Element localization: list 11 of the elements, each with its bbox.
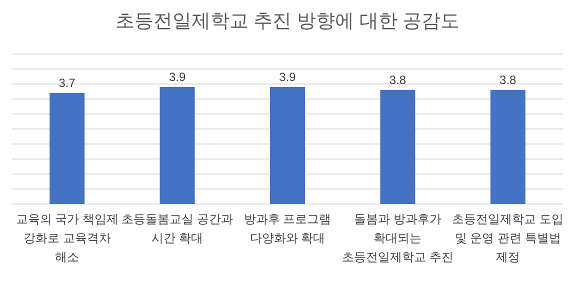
- x-tick-label: 초등돌봄교실 공간과 시간 확대: [122, 212, 233, 245]
- data-label: 3.9: [279, 70, 296, 84]
- data-label: 3.9: [168, 70, 186, 84]
- x-tick-label: 방과후 프로그램 다양화와 확대: [244, 212, 332, 245]
- x-tick-label: 초등전일제학교 도입 및 운영 관련 특별법 제정: [452, 212, 564, 264]
- data-label: 3.7: [58, 76, 76, 90]
- x-tick-label: 교육의 국가 책임제 강화로 교육격차 해소: [16, 212, 118, 264]
- data-label: 3.8: [500, 73, 517, 87]
- title: 초등전일제학교 추진 방향에 대한 공감도: [115, 11, 460, 32]
- x-tick-label: 돌봄과 방과후가 확대되는 초등전일제학교 추진: [342, 212, 454, 264]
- data-label: 3.8: [389, 73, 406, 87]
